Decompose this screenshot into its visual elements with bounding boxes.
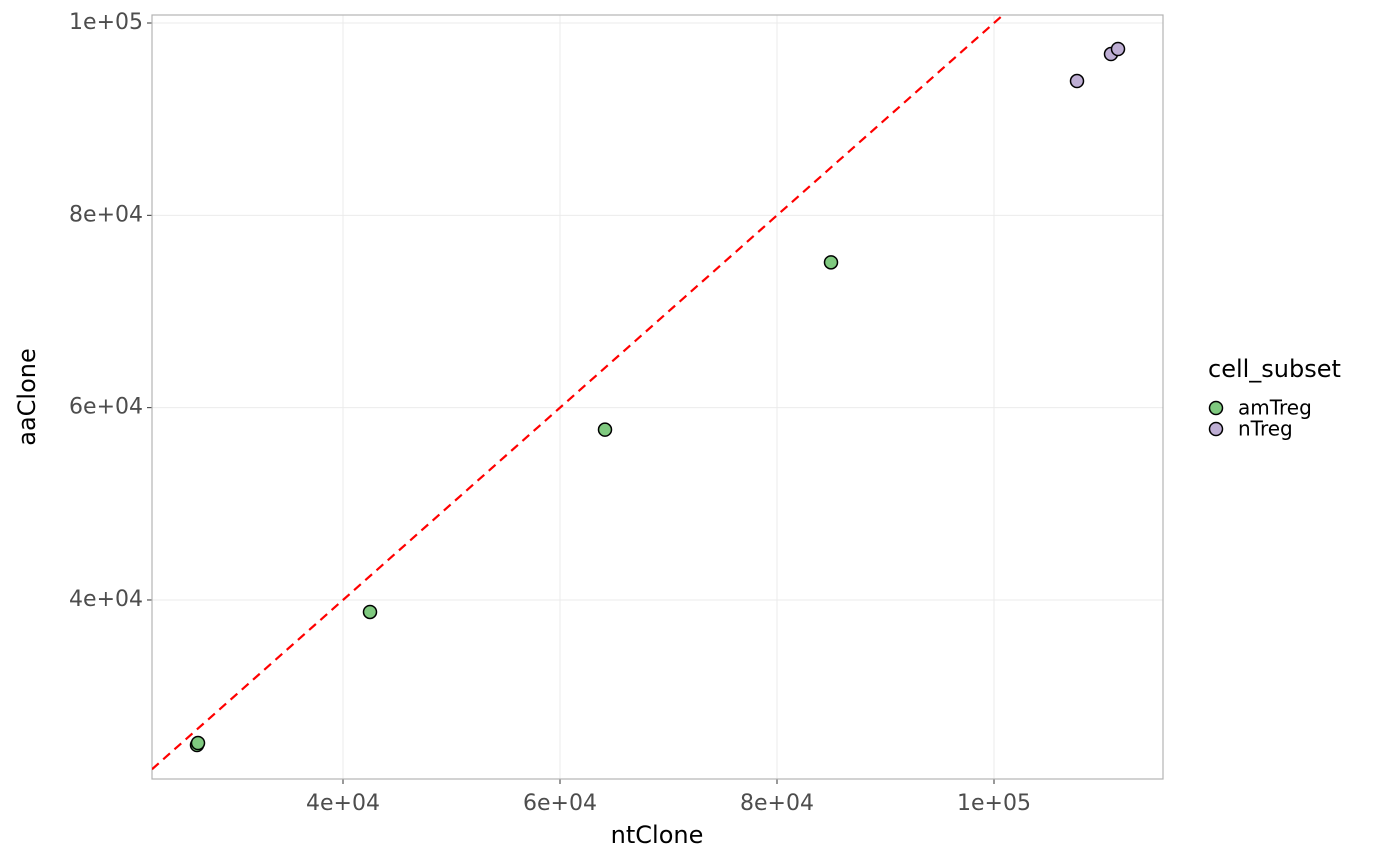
legend-key bbox=[1208, 400, 1224, 416]
x-tick-label: 6e+04 bbox=[523, 791, 597, 816]
panel-border bbox=[151, 14, 1164, 780]
y-axis-title: aaClone bbox=[13, 348, 41, 446]
legend-label: amTreg bbox=[1238, 396, 1312, 420]
y-tick-label: 4e+04 bbox=[69, 587, 143, 612]
x-tick-label: 8e+04 bbox=[740, 791, 814, 816]
legend-label: nTreg bbox=[1238, 417, 1293, 441]
x-tick-label: 1e+05 bbox=[957, 791, 1031, 816]
y-tick-label: 8e+04 bbox=[69, 202, 143, 227]
legend-key bbox=[1208, 421, 1224, 437]
point bbox=[1110, 41, 1126, 57]
point bbox=[823, 255, 839, 270]
reference-line bbox=[152, 15, 1005, 771]
point bbox=[190, 735, 206, 751]
x-tick-label: 4e+04 bbox=[306, 791, 380, 816]
y-tick-label: 6e+04 bbox=[69, 395, 143, 420]
y-tick-label: 1e+05 bbox=[69, 10, 143, 35]
legend-title: cell_subset bbox=[1208, 355, 1341, 383]
point bbox=[597, 422, 613, 437]
point bbox=[1069, 73, 1085, 89]
point bbox=[362, 604, 378, 620]
x-axis-title: ntClone bbox=[611, 821, 704, 849]
